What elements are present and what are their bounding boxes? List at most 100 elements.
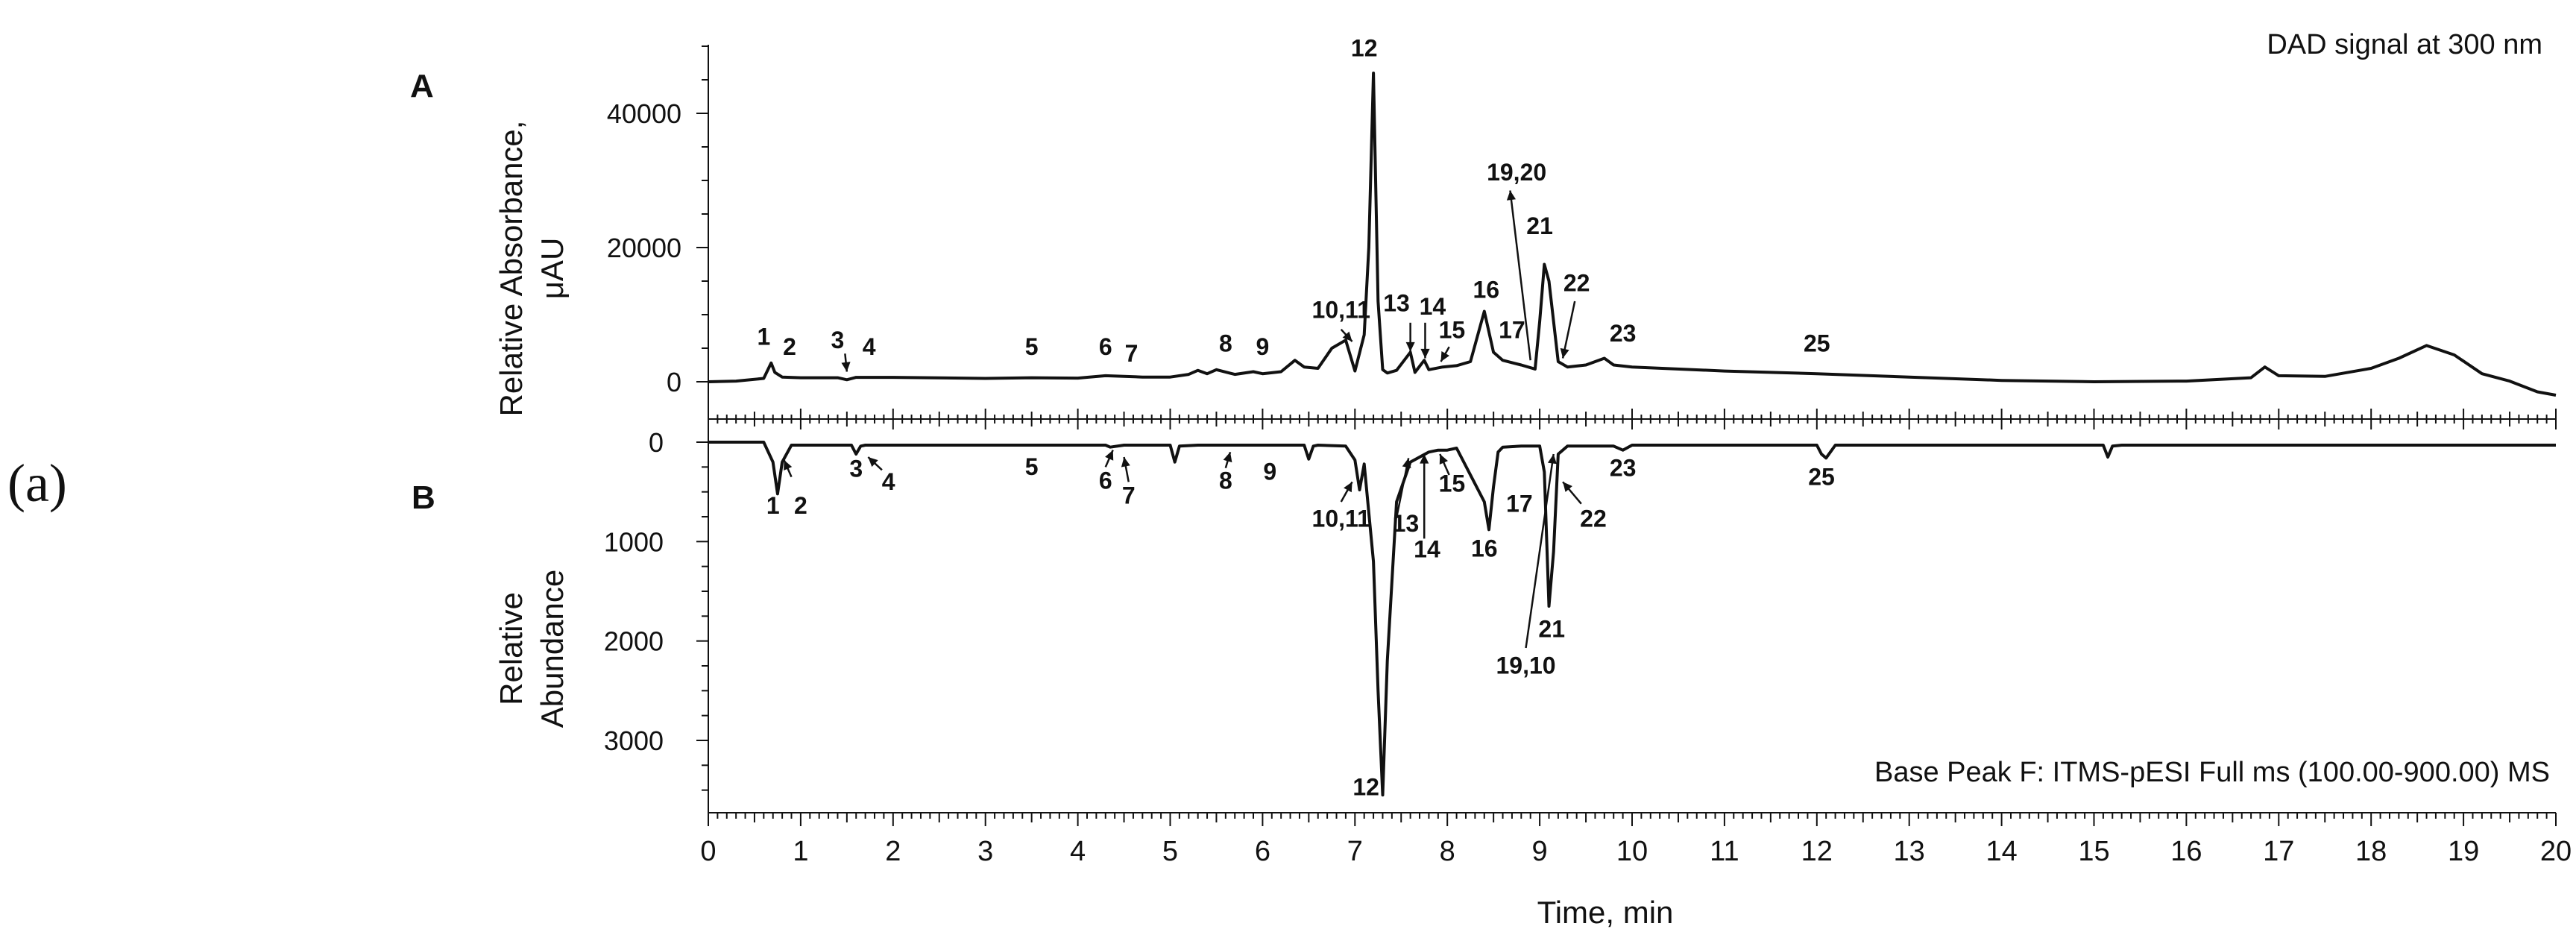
panel-a-peak-label: 13 <box>1383 290 1410 317</box>
panel-b-peak-label: 17 <box>1506 490 1533 517</box>
panel-a-peak-label: 1 <box>757 324 770 350</box>
x-tick-label: 19 <box>2448 836 2479 867</box>
x-tick-label: 10 <box>1616 836 1648 867</box>
x-tick-label: 6 <box>1255 836 1270 867</box>
x-tick-label: 3 <box>977 836 993 867</box>
panel-a-peak-label: 6 <box>1099 333 1112 360</box>
panel-a-peak-label: 7 <box>1125 340 1139 367</box>
panel-b-peak-label: 25 <box>1808 463 1835 490</box>
panel-b-arrow-line <box>1395 458 1410 518</box>
y-axis-label-b: Relative Abundance <box>494 570 570 728</box>
panel-b-peak-label: 16 <box>1471 535 1498 561</box>
y-axis-label-b-line1: Relative <box>494 592 529 705</box>
panel-b-letter: B <box>412 479 435 516</box>
trace-base-peak <box>708 441 2556 797</box>
panel-a-peak-label: 22 <box>1563 270 1590 297</box>
x-tick-label: 4 <box>1070 836 1086 867</box>
panel-a-arrow-head <box>841 362 851 372</box>
panel-b-arrow-head <box>1121 457 1130 468</box>
panel-a-peak-label: 17 <box>1499 317 1525 344</box>
x-tick-label: 12 <box>1801 836 1833 867</box>
panel-b-arrow-head <box>1547 454 1557 465</box>
panel-a-arrow-head <box>1560 347 1569 359</box>
panel-b-peak-label: 19,10 <box>1496 652 1555 679</box>
panel-a-title: DAD signal at 300 nm <box>2267 29 2542 60</box>
x-tick-label: 16 <box>2170 836 2202 867</box>
panel-a-peak-label: 25 <box>1804 330 1830 357</box>
y-tick-label-b: 2000 <box>604 626 664 657</box>
panel-b-arrow-line <box>1525 453 1555 649</box>
x-tick-label: 8 <box>1440 836 1455 867</box>
trace-dad-300nm <box>708 72 2557 397</box>
panel-a-peak-label: 14 <box>1420 293 1446 320</box>
y-axis-label-a-line2: μAU <box>535 238 570 300</box>
panel-a-arrow-head <box>1405 341 1415 352</box>
panel-b-arrow-head <box>784 460 793 470</box>
panel-a-peak-label: 23 <box>1610 320 1637 347</box>
panel-b-arrow-head <box>1223 452 1232 463</box>
y-tick-label-a: 0 <box>667 367 681 397</box>
x-tick-label: 0 <box>700 836 716 867</box>
x-tick-label: 18 <box>2355 836 2387 867</box>
panel-a-peak-label: 8 <box>1219 330 1232 357</box>
panel-a-peak-label: 15 <box>1439 317 1466 344</box>
panel-b-arrow-head <box>1105 450 1114 461</box>
x-tick-label: 14 <box>1985 836 2017 867</box>
panel-b-peak-label: 15 <box>1439 470 1466 497</box>
x-tick-label: 15 <box>2078 836 2109 867</box>
panel-a-peak-label: 19,20 <box>1487 159 1546 186</box>
y-tick-label-b: 3000 <box>604 725 664 756</box>
panel-b-title: Base Peak F: ITMS-pESI Full ms (100.00-9… <box>1874 757 2550 788</box>
panel-b-peak-label: 7 <box>1122 482 1136 509</box>
figure-panel-label: (a) <box>7 453 67 513</box>
panel-a-peak-label: 10,11 <box>1312 297 1370 324</box>
x-tick-label: 7 <box>1347 836 1363 867</box>
panel-b-arrow-head <box>868 457 878 468</box>
panel-b-peak-label: 2 <box>794 492 807 519</box>
panel-a-peak-label: 3 <box>831 327 845 353</box>
panel-a-arrow-line <box>1561 300 1576 359</box>
panel-b-peak-label: 22 <box>1580 505 1607 532</box>
x-tick-label: 13 <box>1894 836 1925 867</box>
y-tick-label-a: 20000 <box>607 233 681 263</box>
x-tick-label: 2 <box>885 836 901 867</box>
panel-b-arrow-head <box>1563 482 1572 492</box>
panel-b-peak-label: 12 <box>1352 773 1379 800</box>
panel-a-peak-label: 5 <box>1025 333 1039 360</box>
panel-a-peak-label: 4 <box>863 333 876 360</box>
panel-a-peak-label: 9 <box>1256 333 1270 360</box>
y-axis-label-b-line2: Abundance <box>535 570 570 728</box>
panel-b-peak-label: 21 <box>1538 615 1565 642</box>
panel-b-peak-label: 23 <box>1610 454 1637 481</box>
panel-b-arrow-head <box>1344 482 1352 493</box>
panel-b-arrow-head <box>1439 454 1448 465</box>
x-tick-label: 11 <box>1710 836 1739 867</box>
x-tick-label: 1 <box>793 836 808 867</box>
panel-b-peak-label: 3 <box>849 456 863 482</box>
x-tick-label: 9 <box>1532 836 1548 867</box>
x-tick-label: 17 <box>2263 836 2294 867</box>
y-axis-label-a-line1: Relative Absorbance, <box>494 121 529 417</box>
y-tick-label-b: 1000 <box>604 526 664 557</box>
x-tick-label: 5 <box>1162 836 1178 867</box>
panel-a-peak-label: 2 <box>783 333 796 360</box>
panel-a-letter: A <box>410 68 434 104</box>
panel-a-peak-label: 21 <box>1526 213 1553 239</box>
panel-a-arrow-head <box>1440 351 1449 362</box>
panel-a-arrow-head <box>1506 190 1516 201</box>
panel-a-peak-label: 16 <box>1473 277 1499 303</box>
panel-a-peak-label: 12 <box>1351 35 1378 62</box>
y-axis-label-a: Relative Absorbance, μAU <box>494 121 570 417</box>
traces-group <box>708 72 2557 797</box>
y-tick-label-a: 40000 <box>607 98 681 129</box>
panel-b-arrow-head <box>1402 458 1411 468</box>
panel-b-peak-label: 14 <box>1414 536 1440 563</box>
panel-b-peak-label: 9 <box>1263 459 1276 485</box>
axes-group: 0 1 2 3 4 5 6 7 8 9 10 11 12 13 14 15 16 17 18 19 2002000040… <box>604 45 2572 867</box>
panel-b-peak-label: 8 <box>1219 468 1232 494</box>
panel-b-peak-label: 5 <box>1025 453 1039 480</box>
panel-b-peak-label: 10,11 <box>1312 505 1370 532</box>
panel-a-arrow-line <box>1509 190 1531 361</box>
